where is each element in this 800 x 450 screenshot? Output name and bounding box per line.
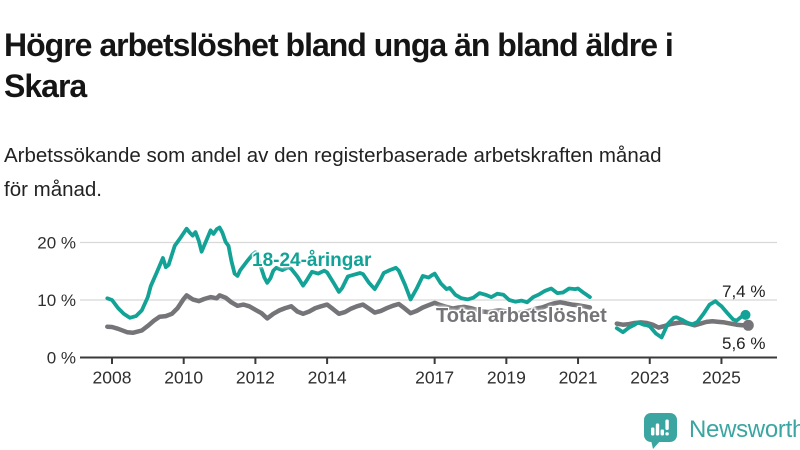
svg-text:2008: 2008 [93, 368, 132, 388]
series-label-youth: 18-24-åringar [252, 250, 372, 271]
end-value-total: 5,6 % [722, 334, 766, 353]
svg-text:2017: 2017 [415, 368, 454, 388]
svg-text:2012: 2012 [236, 368, 275, 388]
svg-text:2014: 2014 [308, 368, 347, 388]
page-title: Högre arbetslöshet bland unga än bland ä… [4, 27, 674, 105]
newsworthy-bubble-icon [644, 413, 677, 449]
svg-text:2010: 2010 [164, 368, 203, 388]
series-label-total: Total arbetslöshet [436, 305, 607, 327]
svg-text:10 %: 10 % [37, 291, 76, 310]
svg-text:2025: 2025 [702, 368, 741, 388]
newsworthy-logo[interactable]: Newsworthy [643, 411, 800, 449]
newsworthy-wordmark: Newsworthy [689, 416, 800, 443]
svg-text:20 %: 20 % [37, 234, 76, 253]
svg-text:2021: 2021 [559, 368, 598, 388]
chart-subtitle: Arbetssökande som andel av den registerb… [4, 143, 662, 201]
end-value-youth: 7,4 % [722, 282, 766, 301]
svg-text:2023: 2023 [630, 368, 669, 388]
svg-text:0 %: 0 % [47, 349, 76, 368]
svg-text:2019: 2019 [487, 368, 526, 388]
